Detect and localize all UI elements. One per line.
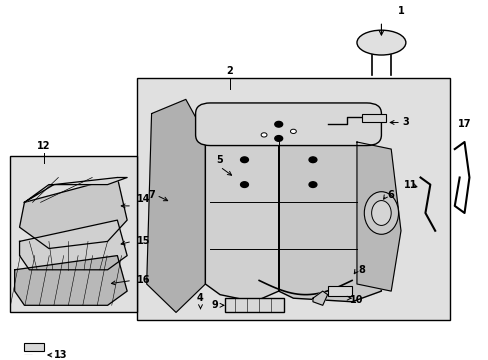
Bar <box>137 78 449 320</box>
Text: 13: 13 <box>54 350 67 360</box>
Bar <box>327 286 351 296</box>
Polygon shape <box>146 99 205 312</box>
Polygon shape <box>20 177 127 248</box>
Text: 3: 3 <box>402 117 408 127</box>
Ellipse shape <box>356 30 405 55</box>
Ellipse shape <box>371 201 390 225</box>
Bar <box>361 114 386 122</box>
Polygon shape <box>20 220 127 270</box>
Polygon shape <box>312 291 327 305</box>
Polygon shape <box>24 177 127 202</box>
Circle shape <box>308 157 316 163</box>
Text: 1: 1 <box>397 6 404 15</box>
Ellipse shape <box>364 192 398 234</box>
Circle shape <box>290 129 296 134</box>
Bar <box>24 343 44 351</box>
Bar <box>10 156 137 312</box>
Circle shape <box>308 182 316 188</box>
Text: 12: 12 <box>37 140 51 150</box>
Polygon shape <box>205 124 278 302</box>
Circle shape <box>240 157 248 163</box>
Text: 15: 15 <box>137 237 150 246</box>
Polygon shape <box>15 256 127 305</box>
Text: 16: 16 <box>137 275 150 285</box>
Text: 10: 10 <box>349 295 363 305</box>
Text: 6: 6 <box>387 190 394 200</box>
Text: 8: 8 <box>358 265 365 275</box>
Circle shape <box>240 182 248 188</box>
Bar <box>224 298 283 312</box>
Circle shape <box>261 133 266 137</box>
Text: 2: 2 <box>226 66 233 76</box>
Bar <box>24 355 32 360</box>
Text: 17: 17 <box>457 119 470 129</box>
Text: 5: 5 <box>216 155 223 165</box>
Circle shape <box>274 136 282 141</box>
FancyBboxPatch shape <box>195 103 381 145</box>
Text: 11: 11 <box>403 180 417 190</box>
Text: 7: 7 <box>148 190 155 200</box>
Polygon shape <box>356 142 400 291</box>
Polygon shape <box>278 114 381 302</box>
Circle shape <box>274 121 282 127</box>
Text: 4: 4 <box>197 293 203 303</box>
Text: 14: 14 <box>137 194 150 204</box>
Text: 9: 9 <box>211 300 218 310</box>
